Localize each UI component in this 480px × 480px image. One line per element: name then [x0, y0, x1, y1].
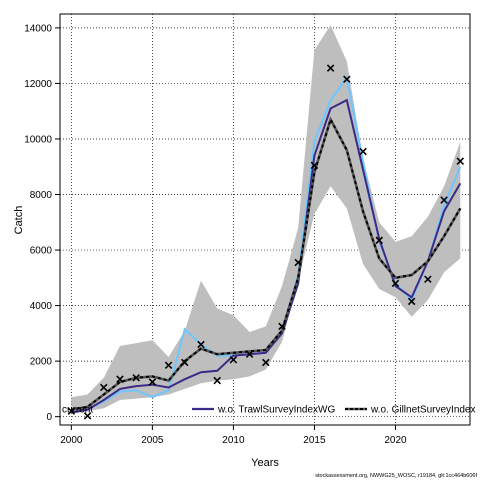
observed-point	[326, 64, 335, 72]
observed-point	[310, 161, 319, 170]
plot-frame	[59, 13, 471, 426]
y-axis-title: Catch	[13, 206, 25, 235]
observed-point	[424, 275, 432, 283]
observed-point	[148, 378, 157, 386]
legend-label: w.o. TrawlSurveyIndexWG	[217, 405, 335, 416]
observed-point	[245, 350, 254, 358]
observed-point	[343, 75, 351, 84]
x-tick-label: 2015	[303, 435, 326, 446]
observed-point	[67, 407, 76, 415]
x-axis: 2000 2005 2010 2015 2020	[60, 425, 407, 446]
observed-points-group	[67, 64, 465, 420]
observed-point	[229, 355, 238, 364]
y-tick-label: 4000	[30, 301, 53, 312]
x-axis-title: Years	[251, 457, 279, 469]
observed-point	[213, 376, 221, 385]
observed-point	[375, 236, 384, 245]
observed-point	[262, 358, 270, 367]
y-tick-label: 0	[46, 412, 52, 423]
y-tick-label: 8000	[30, 190, 53, 201]
series-line-trawl	[71, 98, 462, 414]
x-tick-label: 2010	[222, 435, 245, 446]
confidence-band-group	[71, 25, 461, 414]
plot-area	[67, 25, 465, 420]
legend-label: current	[62, 405, 93, 416]
observed-point	[197, 340, 205, 349]
x-tick-label: 2005	[141, 435, 164, 446]
footer-text: stockassessment.org, NWWG25_WOSC, r19184…	[315, 473, 477, 479]
y-tick-label: 12000	[24, 79, 52, 90]
observed-point	[391, 279, 400, 288]
y-tick-label: 10000	[24, 134, 52, 145]
legend-gillnet: w.o. GillnetSurveyIndex	[345, 405, 476, 416]
observed-point	[83, 412, 92, 420]
x-tick-label: 2020	[384, 435, 407, 446]
confidence-band	[71, 25, 461, 414]
x-tick-label: 2000	[60, 435, 83, 446]
legend-current: current	[62, 405, 93, 416]
observed-point	[407, 297, 416, 306]
legend-trawl: w.o. TrawlSurveyIndexWG	[192, 405, 335, 416]
observed-point	[181, 358, 189, 367]
legend-label: w.o. GillnetSurveyIndex	[370, 405, 476, 416]
observed-point	[359, 147, 367, 156]
y-tick-label: 6000	[30, 246, 53, 257]
y-tick-label: 14000	[24, 23, 52, 34]
observed-point	[456, 157, 465, 165]
observed-point	[294, 258, 302, 267]
legend: current w.o. TrawlSurveyIndexWG w.o. Gilln…	[62, 405, 476, 416]
y-tick-label: 2000	[30, 357, 53, 368]
y-axis: 0 2000 4000 6000 8000 10000 12000 14000	[24, 23, 60, 423]
observed-point	[132, 374, 140, 382]
observed-point	[99, 383, 108, 392]
observed-point	[440, 196, 448, 204]
observed-point	[278, 322, 286, 331]
observed-point	[116, 375, 124, 383]
observed-point	[164, 361, 173, 370]
